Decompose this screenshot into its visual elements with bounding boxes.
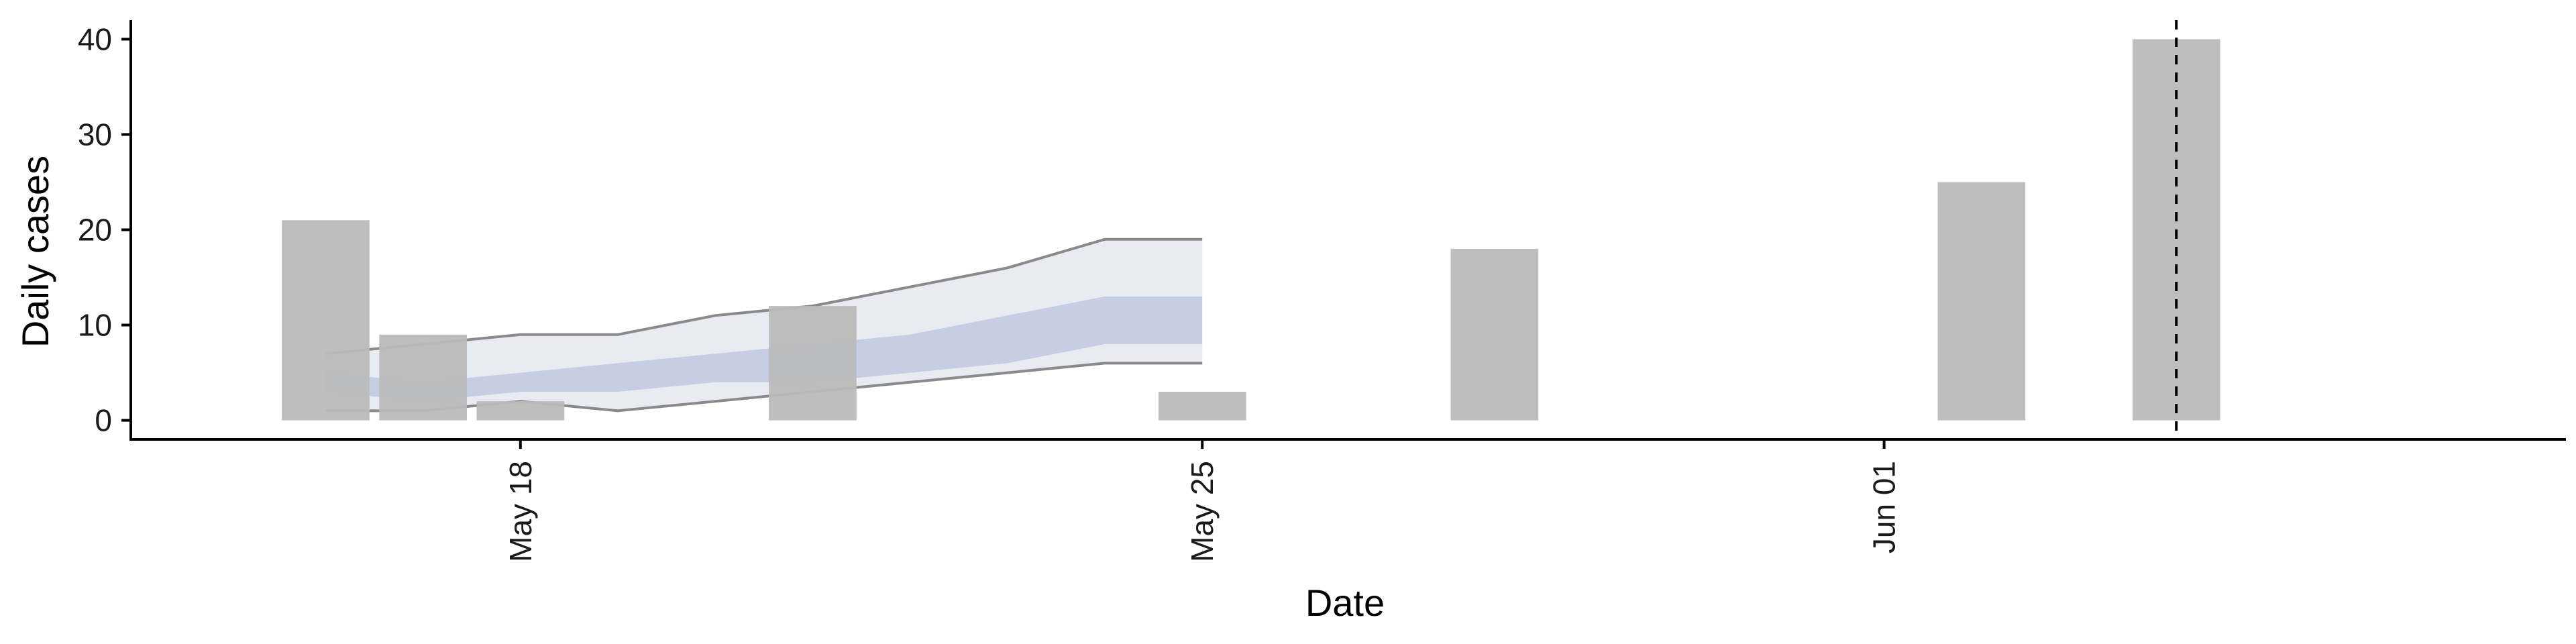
x-tick-label: May 18 xyxy=(503,461,538,562)
bar xyxy=(769,306,857,421)
forecast-outer-band xyxy=(325,239,1203,411)
y-tick-label: 40 xyxy=(78,21,112,56)
bars-layer xyxy=(282,39,2220,421)
x-tick-label: May 25 xyxy=(1185,461,1220,562)
bar xyxy=(379,334,467,421)
y-axis-title: Daily cases xyxy=(14,156,56,347)
x-axis-title: Date xyxy=(1305,582,1385,624)
axes-layer: 0 10 20 30 40 May 18 May 25 Jun 01 xyxy=(78,20,2566,562)
forecast-lower-line xyxy=(325,362,1203,413)
forecast-layer xyxy=(325,237,1203,413)
y-tick-label: 30 xyxy=(78,117,112,152)
bar xyxy=(1937,182,2026,421)
bar xyxy=(282,220,370,421)
x-tick-label: Jun 01 xyxy=(1867,461,1902,553)
y-tick-label: 10 xyxy=(78,308,112,343)
forecast-upper-line xyxy=(325,237,1203,356)
bar xyxy=(1450,248,1539,421)
forecast-inner-band xyxy=(325,296,1203,402)
y-tick-label: 20 xyxy=(78,213,112,248)
bar xyxy=(1158,392,1246,421)
bar xyxy=(476,401,565,421)
y-tick-label: 0 xyxy=(95,403,112,438)
